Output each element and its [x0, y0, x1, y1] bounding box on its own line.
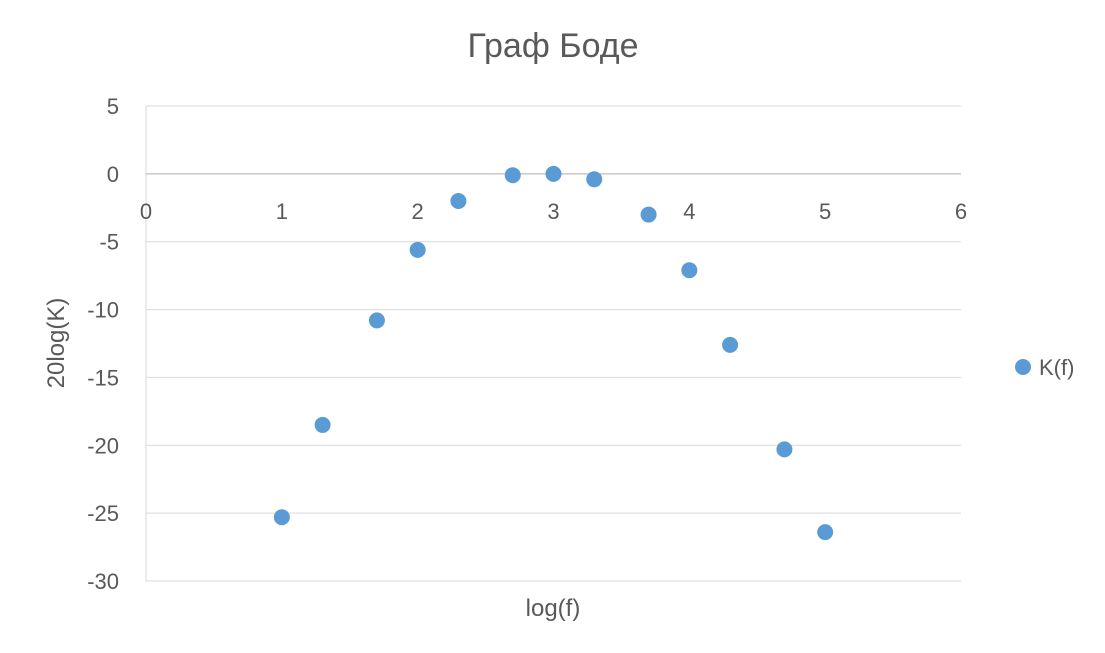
- data-series-points: [273, 165, 834, 541]
- y-tick-label: -10: [87, 298, 119, 323]
- data-point: [817, 524, 834, 541]
- y-axis-ticks: 5 0 -5 -10 -15 -20 -25 -30: [87, 94, 119, 594]
- x-axis-ticks: 0 1 2 3 4 5 6: [140, 199, 967, 224]
- data-point: [450, 193, 467, 209]
- x-tick-label: 1: [276, 199, 288, 224]
- x-tick-label: 2: [412, 199, 424, 224]
- data-point: [640, 206, 657, 223]
- y-tick-label: -5: [99, 230, 119, 255]
- y-tick-label: 0: [107, 162, 119, 187]
- y-tick-label: -15: [87, 365, 119, 390]
- data-point: [368, 312, 385, 329]
- y-axis-title: 20log(K): [43, 298, 70, 389]
- x-tick-label: 4: [683, 199, 695, 224]
- x-tick-label: 0: [140, 199, 152, 224]
- legend: K(f): [1015, 355, 1074, 380]
- legend-marker: [1015, 359, 1031, 375]
- data-point: [776, 441, 793, 458]
- y-tick-label: 5: [107, 94, 119, 119]
- data-point: [504, 167, 521, 184]
- chart-title: Граф Боде: [468, 27, 639, 65]
- legend-label: K(f): [1039, 355, 1074, 380]
- data-point: [681, 262, 698, 279]
- data-point: [545, 165, 562, 182]
- data-point: [586, 171, 603, 188]
- x-tick-label: 5: [819, 199, 831, 224]
- y-tick-label: -20: [87, 433, 119, 458]
- x-tick-label: 3: [547, 199, 559, 224]
- data-point: [409, 241, 426, 258]
- y-tick-label: -30: [87, 569, 119, 594]
- x-axis-title: log(f): [526, 595, 581, 622]
- data-point: [273, 509, 290, 526]
- data-point: [722, 336, 739, 353]
- data-point: [314, 416, 331, 433]
- x-tick-label: 6: [955, 199, 967, 224]
- y-tick-label: -25: [87, 501, 119, 526]
